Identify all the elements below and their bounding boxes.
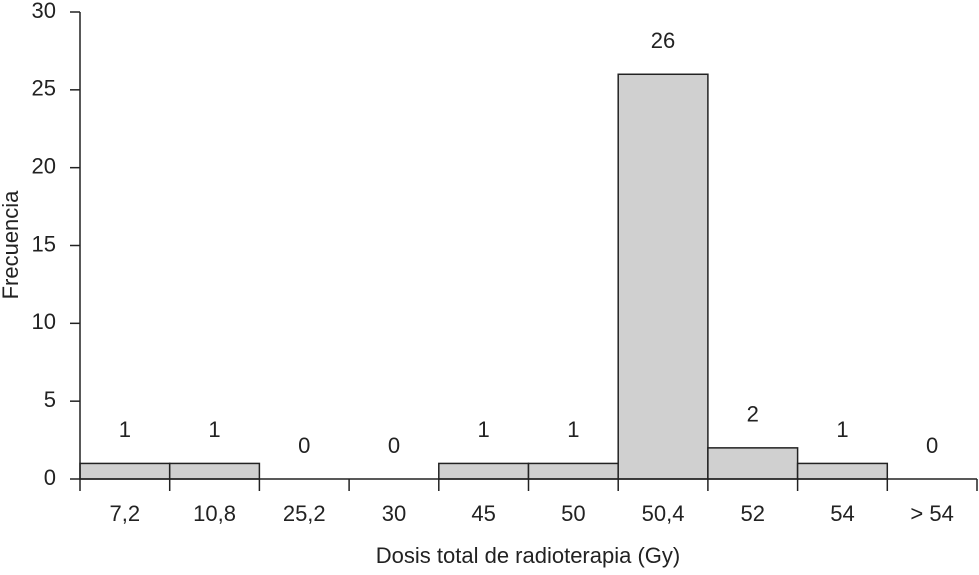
data-label: 1 bbox=[836, 417, 848, 442]
bar bbox=[707, 447, 799, 480]
x-tick-label: 45 bbox=[471, 501, 495, 526]
x-tick-label: > 54 bbox=[910, 501, 953, 526]
y-tick-label: 10 bbox=[32, 309, 56, 334]
data-label: 1 bbox=[119, 417, 131, 442]
y-tick-label: 5 bbox=[44, 387, 56, 412]
data-label: 0 bbox=[388, 433, 400, 458]
y-tick-label: 0 bbox=[44, 465, 56, 490]
bar bbox=[168, 462, 261, 480]
x-tick-label: 50 bbox=[561, 501, 585, 526]
data-label: 0 bbox=[926, 433, 938, 458]
y-tick-label: 20 bbox=[32, 153, 56, 178]
data-label: 1 bbox=[208, 417, 220, 442]
x-tick-label: 25,2 bbox=[283, 501, 326, 526]
x-tick-label: 54 bbox=[830, 501, 854, 526]
y-axis-label: Frecuencia bbox=[0, 190, 23, 300]
x-tick-label: 50,4 bbox=[642, 501, 685, 526]
y-tick-label: 15 bbox=[32, 231, 56, 256]
bar bbox=[438, 462, 530, 480]
x-tick-label: 7,2 bbox=[110, 501, 141, 526]
x-axis-label: Dosis total de radioterapia (Gy) bbox=[376, 543, 680, 568]
data-label: 2 bbox=[747, 402, 759, 427]
y-tick-label: 25 bbox=[32, 76, 56, 101]
bar bbox=[617, 73, 709, 480]
bar bbox=[796, 462, 889, 480]
y-tick-label: 30 bbox=[32, 0, 56, 23]
data-label: 1 bbox=[567, 417, 579, 442]
data-label: 26 bbox=[651, 28, 675, 53]
data-label: 0 bbox=[298, 433, 310, 458]
x-tick-label: 10,8 bbox=[193, 501, 236, 526]
data-label: 1 bbox=[478, 417, 490, 442]
bar bbox=[527, 462, 619, 480]
x-tick-label: 52 bbox=[741, 501, 765, 526]
x-tick-label: 30 bbox=[382, 501, 406, 526]
bar bbox=[79, 462, 171, 480]
